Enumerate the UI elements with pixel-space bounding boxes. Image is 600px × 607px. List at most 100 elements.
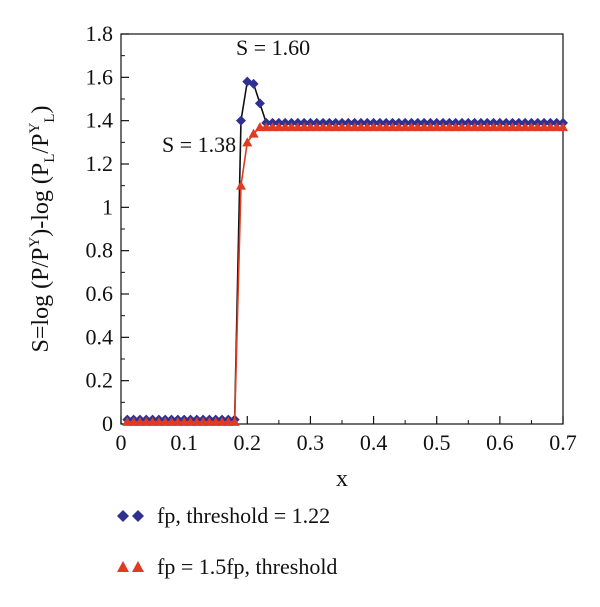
data-point [438, 122, 449, 132]
data-point [179, 416, 190, 426]
series-2 [122, 122, 568, 426]
data-point [488, 122, 499, 132]
data-point [431, 122, 442, 132]
data-point [324, 122, 335, 132]
data-point [393, 122, 404, 132]
data-point [501, 122, 512, 132]
data-point [425, 122, 436, 132]
data-point [419, 122, 430, 132]
data-point [254, 98, 265, 109]
data-point [558, 122, 568, 132]
y-tick-label: 1 [102, 194, 113, 219]
data-point [400, 122, 411, 132]
data-point [456, 122, 467, 132]
data-point [318, 122, 329, 132]
data-point [153, 416, 164, 426]
data-point [292, 122, 303, 132]
legend-marker [132, 561, 144, 572]
data-point [147, 416, 158, 426]
data-point [204, 416, 215, 426]
data-point [185, 416, 196, 426]
data-point [229, 416, 240, 426]
legend-item-1: fp, threshold = 1.22 [117, 503, 330, 528]
y-tick-label: 1.6 [86, 64, 114, 89]
y-tick-label: 0 [102, 411, 113, 436]
data-point [217, 416, 228, 426]
data-point [349, 122, 360, 132]
data-point [526, 122, 537, 132]
data-point [355, 122, 366, 132]
data-point [551, 122, 562, 132]
data-point [368, 122, 379, 132]
data-point [141, 416, 152, 426]
series-line [127, 126, 563, 423]
x-tick-label: 0.2 [234, 430, 262, 455]
data-point [494, 122, 505, 132]
y-tick-label: 1.2 [86, 151, 114, 176]
data-point [330, 122, 341, 132]
y-tick-label: 0.6 [86, 281, 114, 306]
data-point [191, 416, 202, 426]
x-tick-label: 0.6 [486, 430, 514, 455]
x-tick-label: 0.7 [549, 430, 577, 455]
legend-marker [117, 510, 129, 522]
legend-item-2: fp = 1.5fp, threshold [117, 554, 337, 579]
data-point [299, 122, 310, 132]
data-point [539, 122, 550, 132]
data-point [482, 122, 493, 132]
data-point [305, 122, 316, 132]
x-tick-label: 0.4 [360, 430, 388, 455]
data-point [273, 122, 284, 132]
data-point [311, 122, 322, 132]
data-point [128, 416, 139, 426]
series-layer [122, 76, 568, 426]
data-point [412, 122, 423, 132]
data-point [463, 122, 474, 132]
legend: fp, threshold = 1.22 fp = 1.5fp, threshol… [117, 503, 337, 579]
y-tick-label: 1.8 [86, 21, 114, 46]
annotation-peak: S = 1.60 [236, 35, 310, 60]
data-point [235, 180, 246, 190]
x-axis-title: x [336, 466, 348, 492]
annotations: S = 1.60 S = 1.38 [162, 35, 310, 157]
legend-marker [117, 561, 129, 572]
data-point [166, 416, 177, 426]
data-point [362, 122, 373, 132]
data-point [198, 416, 209, 426]
data-point [343, 122, 354, 132]
data-point [513, 122, 524, 132]
x-tick-label: 0.3 [297, 430, 325, 455]
legend-label: fp = 1.5fp, threshold [157, 554, 337, 579]
data-point [254, 122, 265, 132]
y-axis-title: S=log (P/PY)-log (PL/PYL) [27, 106, 58, 353]
y-tick-label: 1.4 [86, 108, 114, 133]
data-point [450, 122, 461, 132]
data-point [280, 122, 291, 132]
data-point [248, 78, 259, 89]
x-tick-label: 0 [116, 430, 127, 455]
data-point [381, 122, 392, 132]
data-point [406, 122, 417, 132]
legend-marker [132, 510, 144, 522]
y-tick-label: 0.2 [86, 368, 114, 393]
data-point [444, 122, 455, 132]
x-tick-label: 0.5 [423, 430, 451, 455]
data-point [235, 115, 246, 126]
y-tick-label: 0.8 [86, 238, 114, 263]
data-point [134, 416, 145, 426]
data-point [545, 122, 556, 132]
data-point [122, 416, 133, 426]
data-point [223, 416, 234, 426]
data-point [507, 122, 518, 132]
data-point [160, 416, 171, 426]
data-point [286, 122, 297, 132]
data-point [532, 122, 543, 132]
data-point [267, 122, 278, 132]
data-point [261, 122, 272, 132]
data-point [374, 122, 385, 132]
data-point [475, 122, 486, 132]
y-tick-label: 0.4 [86, 324, 114, 349]
annotation-plateau: S = 1.38 [162, 132, 236, 157]
data-point [337, 122, 347, 132]
